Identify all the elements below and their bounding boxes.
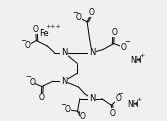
Text: N: N	[61, 77, 67, 86]
Text: 4: 4	[137, 58, 141, 63]
Text: O: O	[29, 78, 35, 87]
Text: O: O	[121, 43, 126, 52]
Text: −: −	[25, 74, 31, 80]
Text: −: −	[125, 39, 131, 45]
Text: N: N	[61, 48, 67, 57]
Text: −: −	[61, 102, 66, 108]
Text: N: N	[89, 48, 95, 57]
Text: N: N	[89, 94, 95, 103]
Text: 4: 4	[134, 102, 138, 107]
Text: −: −	[72, 10, 78, 16]
Text: NH: NH	[127, 100, 139, 109]
Text: +++: +++	[45, 24, 61, 29]
Text: O: O	[111, 28, 117, 37]
Text: Fe: Fe	[39, 29, 49, 38]
Text: O: O	[110, 109, 115, 118]
Text: O: O	[25, 41, 31, 50]
Text: O: O	[33, 25, 39, 34]
Text: NH: NH	[130, 56, 142, 65]
Text: +: +	[139, 53, 144, 58]
Text: O: O	[89, 8, 95, 17]
Text: +: +	[136, 97, 141, 102]
Text: −: −	[21, 38, 27, 44]
Text: O: O	[76, 13, 82, 22]
Text: O: O	[65, 105, 71, 114]
Text: −: −	[117, 91, 123, 97]
Text: O: O	[80, 112, 86, 121]
Text: O: O	[116, 94, 122, 103]
Text: O: O	[38, 93, 44, 102]
